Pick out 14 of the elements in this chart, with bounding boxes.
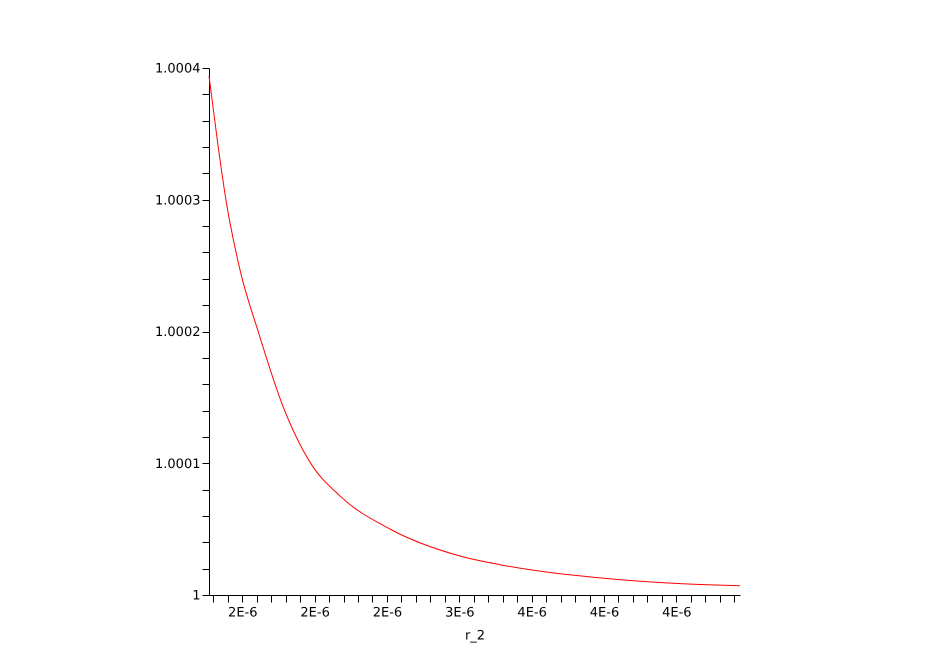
y-tick-label: 1.0004	[155, 62, 200, 76]
x-tick-label: 3E-6	[445, 606, 475, 620]
x-tick-label: 4E-6	[662, 606, 692, 620]
y-tick-label: 1	[192, 588, 200, 604]
y-tick-label: 1.0003	[155, 193, 200, 208]
x-tick-label: 4E-6	[590, 606, 620, 620]
y-tick-label: 1.0001	[155, 456, 200, 472]
x-axis-title: r_2	[464, 628, 486, 644]
x-tick-label: 2E-6	[228, 606, 258, 620]
x-tick-label: 4E-6	[517, 606, 547, 620]
x-tick-label: 2E-6	[372, 606, 402, 620]
x-tick-label: 2E-6	[300, 606, 330, 620]
y-tick-label: 1.0002	[155, 325, 200, 340]
line-series	[208, 75, 740, 586]
